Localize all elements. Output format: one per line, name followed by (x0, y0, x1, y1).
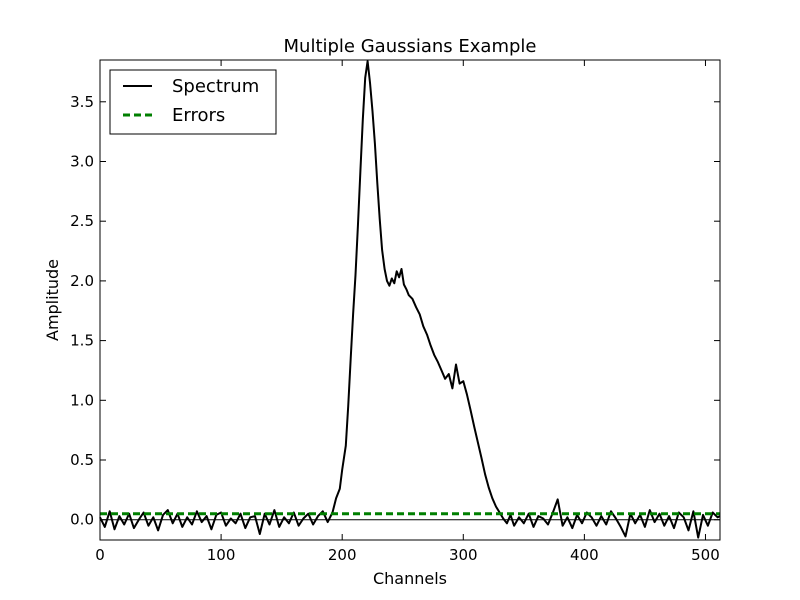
y-tick-label: 2.0 (70, 272, 94, 290)
legend: Spectrum Errors (109, 69, 277, 135)
x-tick-label: 200 (328, 546, 357, 564)
x-tick-label: 100 (207, 546, 236, 564)
x-axis-label: Channels (373, 569, 447, 588)
series-layer (99, 60, 721, 539)
legend-box (109, 69, 277, 135)
legend-label-errors: Errors (172, 105, 225, 126)
y-tick-label: 0.5 (70, 451, 94, 469)
y-tick-label: 3.0 (70, 152, 94, 170)
ticks-layer: 0 100 200 300 400 500 0.0 0.5 1.0 1.5 2.0 2.5 3.0 3.5 (70, 60, 720, 564)
y-tick-label: 2.5 (70, 212, 94, 230)
y-tick-label: 0.0 (70, 511, 94, 529)
x-tick-label: 400 (570, 546, 599, 564)
x-tick-label: 500 (691, 546, 720, 564)
y-axis-label: Amplitude (43, 259, 62, 341)
plot-frame (99, 59, 721, 541)
y-tick-label: 1.0 (70, 391, 94, 409)
legend-label-spectrum: Spectrum (172, 76, 259, 97)
y-tick-label: 1.5 (70, 332, 94, 350)
y-tick-label: 3.5 (70, 93, 94, 111)
x-tick-label: 0 (95, 546, 105, 564)
chart-title: Multiple Gaussians Example (284, 36, 537, 57)
x-tick-label: 300 (449, 546, 478, 564)
